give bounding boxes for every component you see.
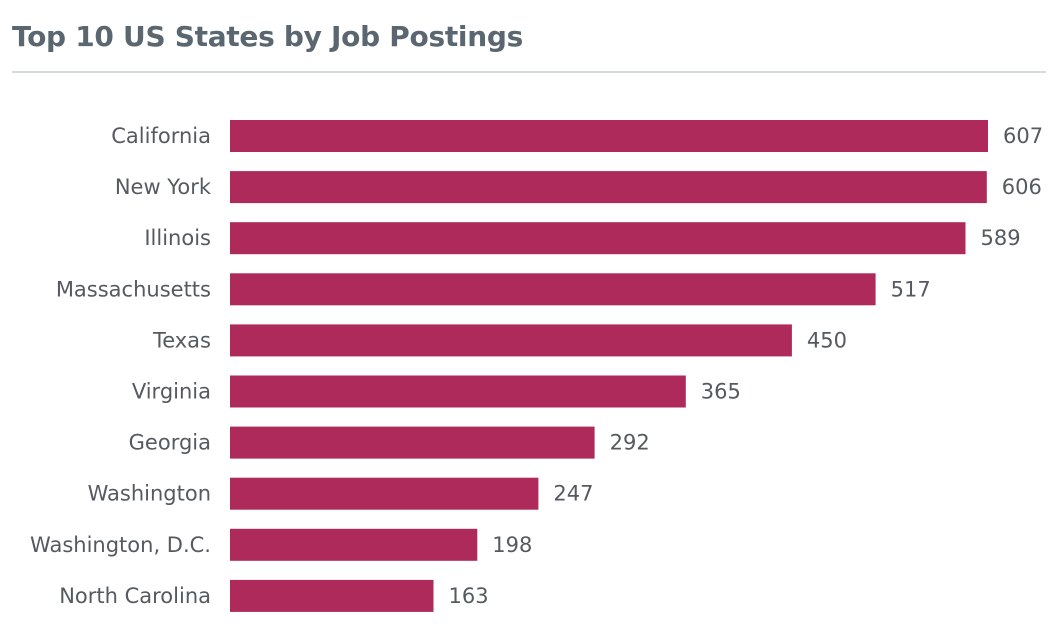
chart-title: Top 10 US States by Job Postings xyxy=(12,20,523,53)
bar-georgia xyxy=(230,426,595,459)
bar-illinois xyxy=(230,222,966,255)
value-label: 607 xyxy=(1003,124,1043,148)
bar-washington-d-c xyxy=(230,528,478,561)
bar-texas xyxy=(230,324,792,357)
category-label: Virginia xyxy=(132,380,211,404)
category-label: Washington, D.C. xyxy=(30,533,211,557)
value-label: 247 xyxy=(553,482,593,506)
bar-california xyxy=(230,120,988,152)
value-label: 163 xyxy=(449,584,489,608)
category-label: Georgia xyxy=(129,431,211,455)
value-label: 517 xyxy=(891,277,931,301)
category-label: North Carolina xyxy=(59,584,211,608)
category-label: Illinois xyxy=(144,226,211,250)
category-label: California xyxy=(111,124,211,148)
bar-washington xyxy=(230,477,539,510)
value-label: 198 xyxy=(492,533,532,557)
bar-massachusetts xyxy=(230,273,876,306)
bar-virginia xyxy=(230,375,686,408)
value-label: 450 xyxy=(807,328,847,352)
bar-north-carolina xyxy=(230,579,434,612)
value-label: 606 xyxy=(1002,175,1042,199)
bar-new-york xyxy=(230,171,987,204)
category-label: Texas xyxy=(152,328,211,352)
bars-group: California 607 New York 606 Illinois 589 Massa… xyxy=(30,120,1043,612)
category-label: Massachusetts xyxy=(56,277,211,301)
category-label: New York xyxy=(115,175,212,199)
title-divider xyxy=(12,71,1046,73)
value-label: 589 xyxy=(981,226,1021,250)
category-label: Washington xyxy=(88,482,211,506)
value-label: 365 xyxy=(701,380,741,404)
value-label: 292 xyxy=(610,431,650,455)
